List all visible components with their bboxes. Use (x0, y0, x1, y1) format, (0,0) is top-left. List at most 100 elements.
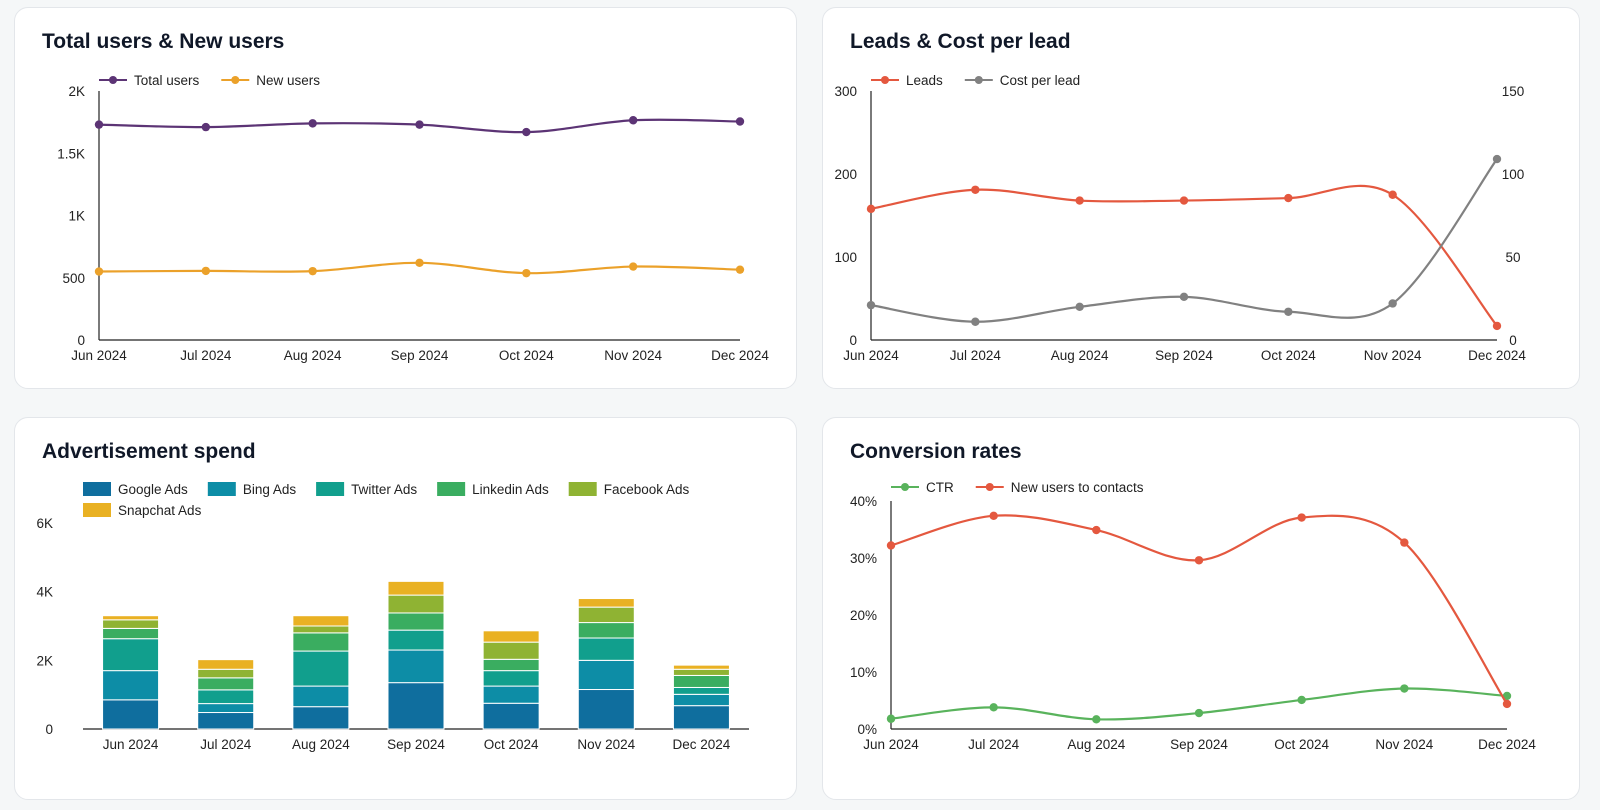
y2-tick-label: 100 (1502, 167, 1525, 182)
bar-segment (577, 598, 635, 608)
legend-swatch (83, 482, 111, 496)
x-tick-label: Dec 2024 (1468, 348, 1526, 363)
legend-marker-dot (231, 76, 240, 84)
legend-label: New users (256, 73, 320, 88)
data-point (1179, 196, 1189, 205)
legend-label: Twitter Ads (351, 482, 417, 497)
bar-segment (197, 668, 255, 679)
data-point (1388, 299, 1397, 308)
y-tick-label: 500 (62, 271, 85, 286)
data-point (628, 262, 638, 271)
y-tick-label: 40% (850, 494, 877, 509)
bar-segment (577, 659, 635, 691)
card-title: Leads & Cost per lead (850, 30, 1071, 53)
y-tick-label: 0 (45, 722, 53, 737)
bar-segment (292, 632, 350, 652)
data-point (1284, 307, 1293, 316)
y2-tick-label: 150 (1502, 84, 1525, 99)
data-point (1502, 691, 1512, 701)
bar-segment (387, 682, 445, 730)
data-point (94, 267, 104, 276)
series-line (870, 184, 1498, 327)
data-point (522, 268, 531, 278)
data-point (1092, 525, 1101, 535)
data-point (1194, 556, 1204, 565)
bar-segment (672, 674, 730, 688)
conversion-rates-card: Conversion rates CTR New users to contact… (822, 417, 1580, 800)
data-point (1388, 190, 1397, 199)
x-tick-label: Jul 2024 (968, 737, 1020, 752)
x-tick-label: Nov 2024 (604, 348, 662, 363)
bar-segment (387, 612, 445, 631)
legend-label: Snapchat Ads (118, 503, 202, 518)
y-tick-label: 20% (850, 608, 877, 623)
bar-segment (482, 658, 540, 672)
data-point (989, 511, 998, 521)
bar-segment (387, 649, 445, 684)
x-tick-label: Nov 2024 (577, 737, 635, 752)
x-tick-label: Oct 2024 (484, 737, 539, 752)
bar-segment (577, 622, 635, 639)
x-tick-label: Aug 2024 (292, 737, 350, 752)
y-tick-label: 30% (850, 551, 877, 566)
bar-segment (577, 637, 635, 661)
bar-segment (102, 615, 160, 621)
x-tick-label: Dec 2024 (673, 737, 731, 752)
x-tick-label: Oct 2024 (499, 348, 554, 363)
data-point (308, 119, 317, 128)
bar-segment (672, 664, 730, 670)
data-point (1075, 302, 1084, 311)
x-tick-label: Jun 2024 (843, 348, 899, 363)
data-point (735, 265, 745, 274)
bar-segment (672, 705, 730, 730)
bar-segment (482, 685, 540, 704)
x-tick-label: Sep 2024 (391, 348, 449, 363)
ad-spend-card: Advertisement spend Google Ads Bing Ads Tw… (14, 417, 797, 800)
legend-label: Facebook Ads (604, 482, 690, 497)
card-title: Advertisement spend (42, 440, 256, 463)
legend-swatch (437, 482, 466, 496)
x-tick-label: Dec 2024 (1478, 737, 1536, 752)
legend-label: Cost per lead (1000, 73, 1080, 88)
y-tick-label: 4K (36, 585, 53, 600)
y-tick-label: 1K (68, 209, 85, 224)
x-tick-label: Jul 2024 (180, 348, 232, 363)
legend-label: CTR (926, 480, 954, 495)
y-tick-label: 300 (834, 84, 857, 99)
bar-segment (102, 670, 160, 701)
legend-marker-dot (974, 76, 983, 84)
data-point (415, 120, 424, 129)
data-point (1075, 196, 1084, 205)
y-tick-label: 2K (36, 653, 53, 668)
total-users-card: Total users & New users Total users New u… (14, 7, 797, 389)
bar-segment (102, 619, 160, 629)
y-tick-label: 200 (834, 167, 857, 182)
legend-label: New users to contacts (1011, 480, 1144, 495)
conversion-rates-chart: CTR New users to contacts 0% 10% 20% 30% 40% Ju… (850, 480, 1536, 752)
bar-segment (672, 686, 730, 695)
data-point (1297, 695, 1306, 705)
x-tick-label: Sep 2024 (387, 737, 445, 752)
bar-segment (577, 689, 635, 730)
legend-marker-dot (985, 483, 994, 491)
bar-segment (197, 689, 255, 705)
data-point (308, 266, 317, 276)
x-tick-label: Aug 2024 (284, 348, 342, 363)
x-tick-label: Jul 2024 (950, 348, 1002, 363)
data-point (94, 120, 104, 129)
data-point (886, 714, 896, 723)
bar-segment (672, 693, 730, 707)
y-tick-label: 6K (36, 516, 53, 531)
bar-segment (672, 668, 730, 676)
legend-marker-dot (881, 76, 889, 84)
y2-tick-label: 50 (1505, 250, 1520, 265)
x-tick-label: Aug 2024 (1051, 348, 1109, 363)
y-tick-label: 0% (857, 722, 877, 737)
x-tick-label: Nov 2024 (1364, 348, 1422, 363)
x-tick-label: Oct 2024 (1274, 737, 1329, 752)
bar-segment (292, 685, 350, 708)
data-point (415, 258, 424, 268)
bar-segment (102, 638, 160, 672)
bar-segment (197, 703, 255, 714)
data-point (1179, 292, 1189, 302)
